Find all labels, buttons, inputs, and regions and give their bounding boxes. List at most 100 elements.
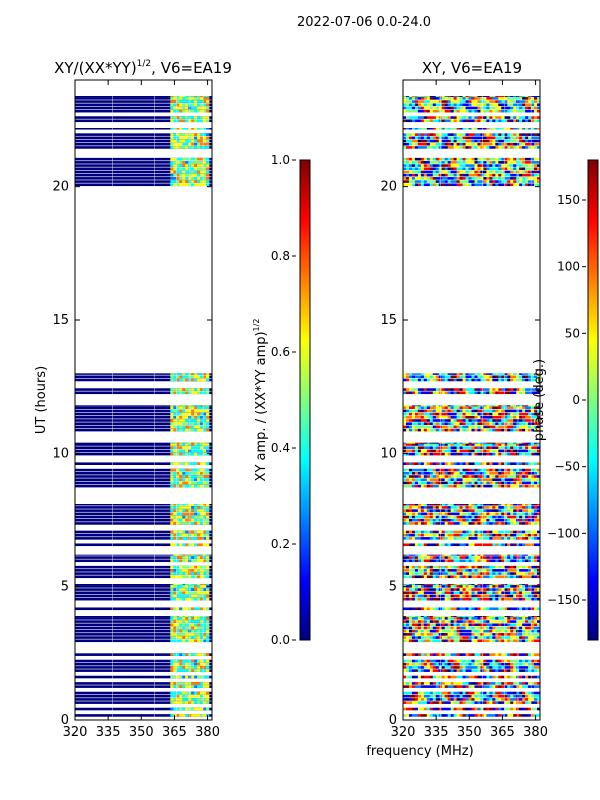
phase-cell [498,462,502,465]
amplitude-cell [170,685,174,688]
phase-cell [531,597,535,601]
amplitude-cell [200,653,204,656]
phase-cell [480,425,484,429]
phase-cell [444,694,448,698]
phase-cell [492,662,496,666]
phase-cell [405,419,410,422]
phase-cell [489,616,493,617]
phase-cell [525,607,529,611]
phase-cell [489,594,493,598]
phase-cell [492,515,496,519]
phase-cell [498,442,502,444]
phase-cell [408,588,413,591]
phase-cell [528,475,532,478]
amplitude-cell [206,373,210,375]
phase-cell [468,391,472,395]
phase-cell [522,675,526,679]
phase-cell [513,509,517,512]
amplitude-cell [173,588,177,591]
phase-cell [432,585,437,588]
amplitude-cell [206,512,210,516]
phase-cell [531,509,535,512]
phase-cell [501,530,505,534]
phase-cell [525,591,529,595]
amplitude-cell [176,462,180,465]
phase-cell [483,559,487,563]
phase-cell [447,714,451,717]
amplitude-cell [191,707,195,711]
phase-cell [474,585,478,588]
phase-cell [429,666,434,669]
phase-cell [435,530,440,534]
amplitude-cell [194,569,198,572]
phase-cell [444,406,448,409]
phase-cell [498,597,502,601]
phase-cell [537,512,540,516]
phase-cell [459,691,463,695]
amplitude-cell [170,620,174,623]
phase-cell [483,180,487,183]
phase-cell [441,530,445,534]
phase-cell [492,685,496,688]
amplitude-cell [182,522,186,525]
phase-cell [504,594,508,598]
phase-cell [426,446,431,449]
phase-cell [486,183,490,187]
phase-cell [429,180,434,183]
phase-cell [429,406,434,409]
amplitude-cell [173,675,177,679]
phase-cell [492,620,496,623]
amplitude-cell [176,629,180,633]
phase-cell [405,633,410,636]
phase-cell [450,378,454,382]
phase-cell [531,633,535,636]
phase-cell [444,675,448,679]
phase-cell [483,554,487,556]
amplitude-cell [191,572,195,575]
phase-cell [453,472,457,475]
amplitude-cell [206,481,210,485]
phase-cell [486,617,490,620]
phase-cell [510,597,514,601]
phase-cell [507,591,511,595]
amplitude-cell [194,572,198,575]
phase-cell [441,388,445,391]
amplitude-cell [197,146,201,149]
phase-cell [435,475,440,478]
phase-cell [471,597,475,601]
phase-cell [510,701,514,704]
amplitude-cell [176,109,180,113]
phase-cell [441,422,445,425]
phase-cell [423,653,428,656]
phase-cell [441,669,445,672]
amplitude-cell [197,373,201,375]
phase-cell [414,515,419,519]
phase-cell [489,707,493,711]
phase-cell [507,659,511,663]
phase-cell [507,633,511,636]
amplitude-cell [200,425,204,429]
amplitude-cell [170,522,174,525]
amplitude-cell [179,537,183,540]
phase-cell [501,623,505,627]
phase-cell [471,177,475,180]
phase-cell [405,375,410,379]
phase-cell [444,554,448,556]
phase-cell [537,569,540,572]
phase-cell [471,666,475,669]
amplitude-cell [194,666,198,669]
phase-cell [519,659,523,663]
amplitude-cell [176,509,180,512]
phase-cell [408,629,413,633]
phase-cell [537,443,540,446]
phase-cell [417,585,422,588]
phase-cell [420,533,425,537]
phase-cell [420,662,425,666]
phase-cell [414,422,419,425]
phase-cell [519,666,523,669]
phase-cell [459,636,463,639]
phase-cell [462,629,466,633]
phase-cell [405,659,410,663]
phase-cell [528,419,532,422]
phase-cell [534,412,538,416]
